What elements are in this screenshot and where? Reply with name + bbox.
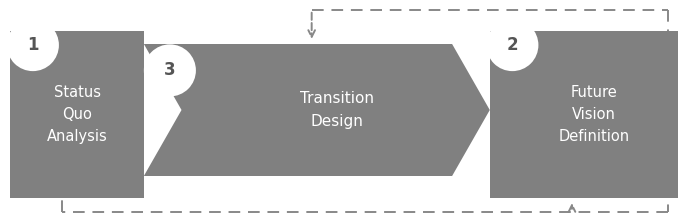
Text: 3: 3 xyxy=(164,61,175,79)
Text: Transition
Design: Transition Design xyxy=(300,91,375,129)
Text: 2: 2 xyxy=(507,36,518,54)
Text: Future
Vision
Definition: Future Vision Definition xyxy=(559,85,630,144)
Ellipse shape xyxy=(486,19,538,71)
Polygon shape xyxy=(144,44,490,176)
Bar xyxy=(490,31,678,198)
Text: Status
Quo
Analysis: Status Quo Analysis xyxy=(47,85,108,144)
Ellipse shape xyxy=(7,19,59,71)
Text: 1: 1 xyxy=(27,36,38,54)
Ellipse shape xyxy=(144,44,196,96)
Bar xyxy=(10,31,144,198)
